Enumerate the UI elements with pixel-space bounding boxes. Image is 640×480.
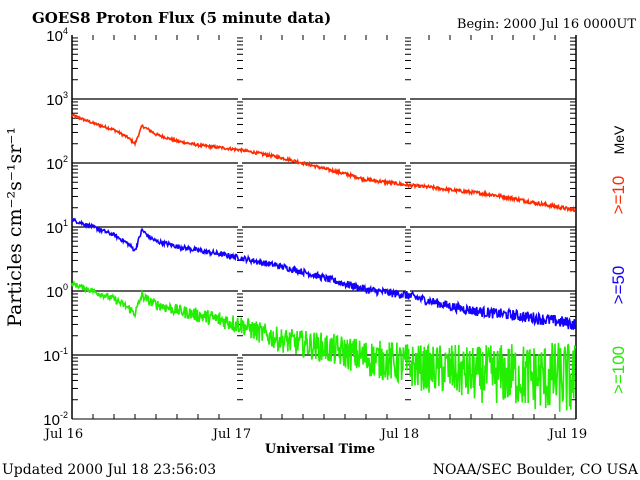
updated-timestamp: Updated 2000 Jul 18 23:56:03 (2, 462, 216, 478)
x-tick-label: Jul 16 (43, 427, 83, 442)
y-tick-label: 104 (46, 26, 68, 45)
begin-label: Begin: 2000 Jul 16 0000UT (457, 17, 636, 32)
legend-label-2: >=50 (609, 266, 628, 305)
y-tick-base: 10 (46, 92, 63, 109)
x-tick-label: Jul 17 (211, 427, 251, 442)
y-tick-base: 10 (43, 348, 60, 365)
legend-label-1: >=10 (609, 176, 628, 215)
y-tick-base: 10 (43, 412, 60, 429)
x-tick-label: Jul 18 (379, 427, 419, 442)
y-tick-exponent: 1 (63, 218, 68, 228)
y-tick-exponent: -1 (60, 346, 68, 356)
axes (71, 35, 577, 420)
x-tick-label: Jul 19 (547, 427, 587, 442)
y-tick-exponent: 3 (63, 90, 68, 100)
series-line-2 (71, 217, 577, 331)
y-tick-label: 102 (46, 154, 68, 173)
y-tick-base: 10 (46, 284, 63, 301)
y-tick-base: 10 (46, 156, 63, 173)
x-axis-label: Universal Time (265, 442, 375, 457)
y-tick-label: 10-1 (43, 346, 68, 365)
chart-title: GOES8 Proton Flux (5 minute data) (32, 9, 331, 27)
source-credit: NOAA/SEC Boulder, CO USA (433, 462, 639, 478)
y-axis-label: Particles cm⁻²s⁻¹sr⁻¹ (4, 127, 26, 327)
series-lines (71, 113, 577, 412)
series-line-3 (71, 280, 577, 412)
y-tick-label: 10-2 (43, 410, 68, 429)
legend: >=10 >=50 >=100 (609, 176, 628, 395)
y-tick-exponent: 4 (63, 26, 68, 36)
y-tick-label: 100 (46, 282, 68, 301)
y-tick-label: 101 (46, 218, 68, 237)
y-tick-exponent: 2 (63, 154, 68, 164)
y-tick-exponent: -2 (60, 410, 68, 420)
series-line-1 (71, 113, 576, 213)
unit-label: MeV (611, 125, 627, 154)
legend-label-3: >=100 (609, 346, 628, 394)
y-tick-exponent: 0 (63, 282, 68, 292)
y-tick-base: 10 (46, 28, 63, 45)
x-tick-labels: Jul 16 Jul 17 Jul 18 Jul 19 (43, 427, 587, 442)
y-tick-label: 103 (46, 90, 68, 109)
y-tick-base: 10 (46, 220, 63, 237)
